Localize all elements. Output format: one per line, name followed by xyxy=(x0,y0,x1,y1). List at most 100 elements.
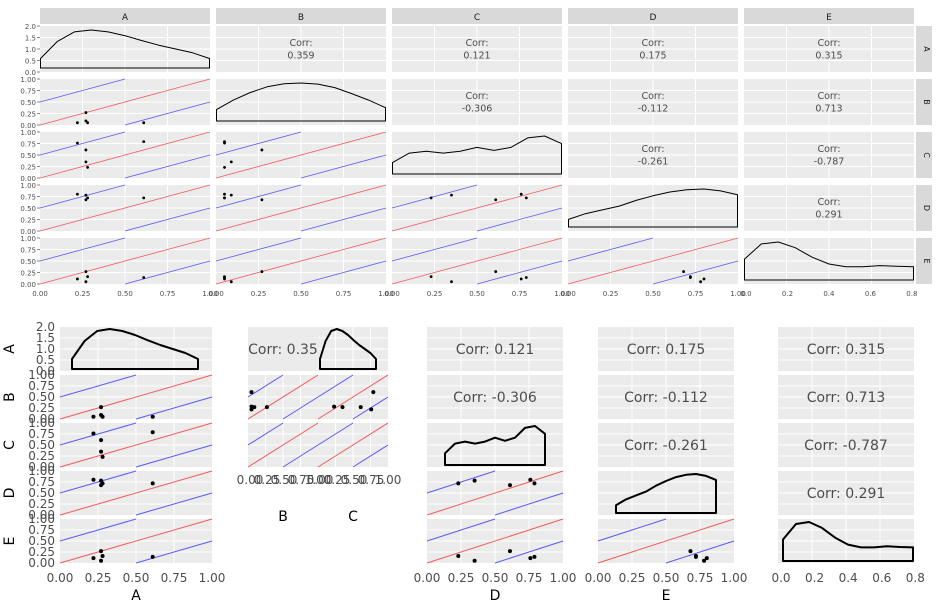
scatter-point xyxy=(332,404,337,409)
panel2-E-C xyxy=(426,518,564,564)
correlation-label: Corr: -0.261 xyxy=(624,438,708,454)
scatter-point xyxy=(86,275,89,279)
reference-line-blue xyxy=(391,184,478,209)
x-tick-label: 0.50 xyxy=(469,290,485,298)
scatter-point xyxy=(519,192,523,196)
strip-background xyxy=(40,8,210,24)
correlation-label: Corr: 0.315 xyxy=(807,342,886,358)
reference-line-red xyxy=(39,78,211,126)
scatter-point xyxy=(142,196,146,200)
y-axis-title: A xyxy=(2,344,18,354)
y-tick-label: 0.75 xyxy=(20,141,36,149)
scatter-point xyxy=(450,193,453,197)
scatter-point xyxy=(456,481,461,486)
panel-B-D xyxy=(568,79,738,125)
reference-line-blue xyxy=(597,518,667,542)
reference-line-blue xyxy=(124,154,211,179)
panel2-C-E xyxy=(778,423,914,467)
y-tick-label: 1.00 xyxy=(20,76,36,84)
correlation-label: Corr: 0.175 xyxy=(627,342,706,358)
strip-top-E: E xyxy=(744,8,914,24)
x-tick-label: 0.50 xyxy=(341,473,368,487)
panel-E-D xyxy=(567,237,739,285)
reference-line-red xyxy=(317,374,389,420)
panel-B-E xyxy=(744,79,914,125)
x-tick-label: 1.00 xyxy=(375,473,402,487)
scatter-point xyxy=(84,111,88,114)
scatter-point xyxy=(150,554,155,559)
y-tick-label: 0.50 xyxy=(20,205,36,213)
reference-line-blue xyxy=(352,444,389,468)
scatter-point xyxy=(358,405,363,410)
scatter-point xyxy=(249,407,254,412)
panel-A-B xyxy=(216,26,386,72)
scatter-point xyxy=(99,483,104,488)
x-tick-label: 0.25 xyxy=(254,473,281,487)
panel2-B-corr xyxy=(248,327,318,371)
scatter-point xyxy=(150,430,155,435)
y-tick-label: 0.25 xyxy=(28,449,55,463)
reference-line-red xyxy=(597,518,735,564)
y-tick-label: 0.50 xyxy=(28,390,55,404)
y-tick-label: 0.50 xyxy=(28,438,55,452)
density-curve xyxy=(782,521,914,562)
strip-background xyxy=(916,185,932,231)
scatter-point xyxy=(76,121,79,125)
strip-label: E xyxy=(826,13,832,23)
y-tick-label: 1.00 xyxy=(20,235,36,243)
panel2-E-E xyxy=(778,519,914,563)
y-tick-label: 0.25 xyxy=(20,217,36,225)
scatter-point xyxy=(100,553,105,558)
scatter-point xyxy=(223,192,226,196)
x-tick-label: 0.2 xyxy=(805,571,824,585)
x-tick-label: 0.00 xyxy=(307,473,334,487)
scatter-point xyxy=(150,481,155,486)
scatter-point xyxy=(264,405,269,410)
reference-line-red xyxy=(426,518,564,564)
scatter-point xyxy=(142,121,146,125)
reference-line-blue xyxy=(215,237,302,262)
reference-line-blue xyxy=(494,540,564,564)
panel-E-E xyxy=(744,238,914,284)
reference-line-blue xyxy=(567,237,654,262)
panel2-A-A xyxy=(60,327,212,371)
y-axis-title: B xyxy=(2,392,18,402)
correlation-label: Corr: 0.713 xyxy=(815,91,842,114)
panel2-C-B xyxy=(317,374,389,420)
y-tick-label: 2.0 xyxy=(36,320,55,334)
reference-line-red xyxy=(391,184,563,232)
scatter-point xyxy=(86,121,89,125)
scatter-point xyxy=(371,390,376,395)
y-tick-label: 0.00 xyxy=(20,228,36,236)
panel-A-D xyxy=(568,26,738,72)
reference-line-blue xyxy=(59,470,137,494)
y-tick-label: 0.00 xyxy=(28,508,55,522)
panel-C-D xyxy=(568,132,738,178)
correlation-label: Corr: -0.787 xyxy=(814,144,845,167)
scatter-point xyxy=(689,276,692,279)
panel2-C-C xyxy=(317,422,389,468)
panel-E-B xyxy=(215,237,387,285)
x-tick-label: 0.8 xyxy=(906,290,917,298)
strip-label: D xyxy=(922,205,931,211)
panel2-A-C xyxy=(427,327,563,371)
reference-line-blue xyxy=(124,101,211,126)
scatter-point xyxy=(429,196,433,200)
strip-top-D: D xyxy=(568,8,738,24)
reference-line-red xyxy=(215,237,387,285)
y-tick-label: 2.0 xyxy=(25,23,36,31)
panel2-B-C xyxy=(247,422,319,468)
scatter-point xyxy=(86,196,89,200)
strip-right-C: C xyxy=(916,132,932,178)
y-tick-label: 0.00 xyxy=(20,175,36,183)
x-tick-label: 1.00 xyxy=(550,571,577,585)
x-tick-label: 1.00 xyxy=(554,290,570,298)
reference-line-blue xyxy=(300,260,387,285)
strip-right-D: D xyxy=(916,185,932,231)
y-tick-label: 0.75 xyxy=(28,475,55,489)
scatter-point xyxy=(507,483,512,488)
y-tick-label: 0.75 xyxy=(20,247,36,255)
correlation-label: Corr: 0.291 xyxy=(815,197,842,220)
x-tick-label: 1.00 xyxy=(730,290,746,298)
x-axis-title: E xyxy=(662,588,671,604)
